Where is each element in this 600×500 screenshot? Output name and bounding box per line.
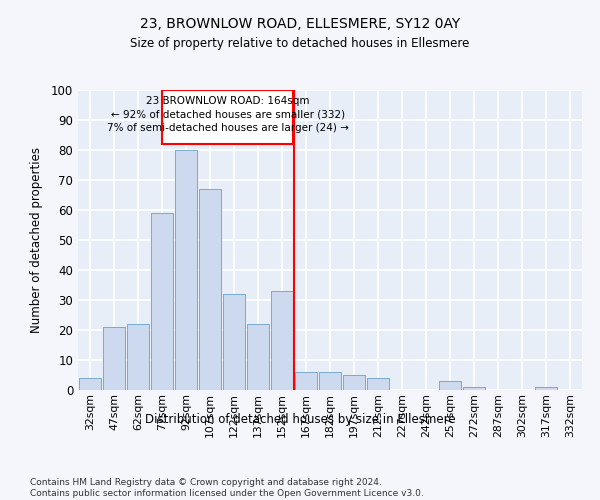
Text: ← 92% of detached houses are smaller (332): ← 92% of detached houses are smaller (33… <box>110 110 344 120</box>
Bar <box>175 150 197 390</box>
Bar <box>535 387 557 390</box>
Bar <box>439 381 461 390</box>
Bar <box>127 324 149 390</box>
Bar <box>103 327 125 390</box>
Bar <box>343 375 365 390</box>
Text: Distribution of detached houses by size in Ellesmere: Distribution of detached houses by size … <box>145 412 455 426</box>
Bar <box>162 90 293 144</box>
Bar <box>271 291 293 390</box>
Bar <box>79 378 101 390</box>
Y-axis label: Number of detached properties: Number of detached properties <box>29 147 43 333</box>
Text: 23 BROWNLOW ROAD: 164sqm: 23 BROWNLOW ROAD: 164sqm <box>146 96 310 106</box>
Bar <box>199 189 221 390</box>
Bar <box>223 294 245 390</box>
Bar <box>295 372 317 390</box>
Bar <box>463 387 485 390</box>
Text: Contains HM Land Registry data © Crown copyright and database right 2024.
Contai: Contains HM Land Registry data © Crown c… <box>30 478 424 498</box>
Bar <box>367 378 389 390</box>
Text: 7% of semi-detached houses are larger (24) →: 7% of semi-detached houses are larger (2… <box>107 123 349 133</box>
Bar <box>151 213 173 390</box>
Bar <box>319 372 341 390</box>
Text: 23, BROWNLOW ROAD, ELLESMERE, SY12 0AY: 23, BROWNLOW ROAD, ELLESMERE, SY12 0AY <box>140 18 460 32</box>
Bar <box>247 324 269 390</box>
Text: Size of property relative to detached houses in Ellesmere: Size of property relative to detached ho… <box>130 38 470 51</box>
